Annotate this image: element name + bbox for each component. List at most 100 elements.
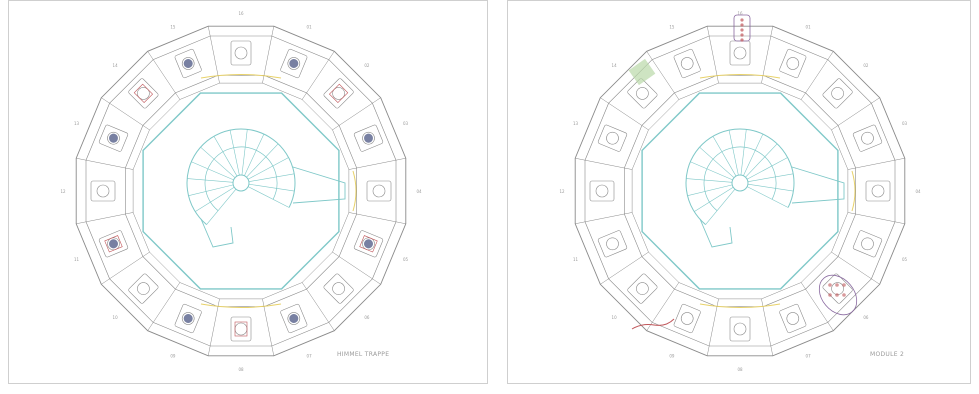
cell-frame [174, 303, 202, 334]
exhibit-cell [597, 230, 628, 258]
yellow-accent-top [699, 74, 781, 79]
cell-frame [353, 124, 384, 152]
cell-divider [207, 26, 220, 84]
floor-plan-panel-left: 01 02 03 04 05 06 07 08 09 10 11 12 13 14 15 16 HIMMEL … [8, 0, 488, 384]
cell-divider [575, 212, 633, 225]
cell-frame [323, 78, 354, 109]
stair-outer-arc [685, 128, 795, 225]
stair-tread [728, 130, 739, 176]
pattern-dot [740, 33, 744, 37]
ring-number: 15 [669, 25, 675, 30]
stair-tread [743, 133, 764, 176]
ring-number: 15 [170, 25, 176, 30]
plan-group: 01 02 03 04 05 06 07 08 09 10 11 12 13 14 15 16 [559, 11, 921, 372]
cell-frame [98, 230, 129, 258]
inner-octagon [142, 92, 340, 290]
patterned-object-bottom [818, 274, 858, 316]
exhibit-object-red [359, 235, 378, 253]
pattern-dot [740, 38, 744, 42]
cell-divider [646, 51, 680, 100]
cell-object [137, 282, 150, 295]
stair-tread [248, 173, 295, 182]
ring-number: 10 [612, 315, 618, 320]
stair-tread [241, 129, 248, 176]
cell-divider [262, 298, 275, 356]
cell-object [606, 237, 619, 251]
stair-tread [200, 146, 236, 178]
cell-frame [822, 273, 853, 304]
stair-tread [746, 157, 788, 180]
ring-number: 12 [559, 189, 565, 194]
cell-object [137, 87, 150, 100]
exhibit-object-dark [109, 239, 118, 249]
exhibit-object-red [328, 83, 349, 104]
outer-ring-edge [75, 25, 407, 357]
plan-label-right: MODULE 2 [870, 351, 905, 358]
cell-object [332, 87, 345, 100]
exhibit-cell [280, 48, 308, 79]
stair-outer-arc [186, 128, 296, 225]
exhibit-object-dark [364, 239, 373, 249]
cell-divider [800, 282, 834, 331]
exhibit-object-red [234, 321, 248, 337]
ring-number: 07 [307, 354, 313, 359]
stair-tread [747, 183, 794, 192]
cell-object [287, 57, 301, 70]
cell-divider [301, 282, 335, 331]
exhibit-cell [673, 303, 701, 334]
stair-tread [746, 186, 789, 208]
cell-divider [76, 212, 134, 225]
green-crate [628, 58, 656, 86]
cell-object [362, 131, 375, 145]
ring-number: 05 [403, 257, 409, 262]
cell-frame [865, 180, 891, 202]
exhibit-cell [597, 124, 628, 152]
exhibit-cell [779, 48, 807, 79]
cell-frame [627, 78, 658, 109]
stair-tread [712, 136, 737, 177]
cell-frame [673, 303, 701, 334]
cell-frame [174, 48, 202, 79]
cell-object [831, 282, 844, 295]
ring-number: 03 [902, 121, 908, 126]
exhibit-cell [323, 273, 354, 304]
floor-plan-drawing-left: 01 02 03 04 05 06 07 08 09 10 11 12 13 14 15 16 [60, 11, 422, 372]
cell-divider [348, 212, 406, 225]
ring-number: 02 [364, 63, 370, 68]
cell-frame [280, 48, 308, 79]
ring-number: 08 [238, 367, 244, 372]
exhibit-cell [174, 303, 202, 334]
cell-divider [706, 298, 719, 356]
cell-frame [779, 303, 807, 334]
cell-divider [831, 97, 880, 131]
cell-divider [76, 157, 134, 170]
cell-object [181, 312, 195, 325]
yellow-accent-right [851, 170, 856, 212]
cell-object [372, 184, 386, 198]
exhibit-object-dark [289, 314, 299, 323]
ring-number: 10 [113, 315, 119, 320]
exhibit-cell [852, 230, 883, 258]
ring-number: 01 [806, 25, 812, 30]
exhibit-cell [627, 78, 658, 109]
cell-frame [597, 230, 628, 258]
exhibit-cell [230, 40, 252, 66]
exhibit-cell [128, 273, 159, 304]
cell-divider [332, 251, 381, 285]
exhibit-cell [353, 124, 384, 152]
stair-tread [690, 161, 733, 181]
cell-object [595, 184, 609, 198]
pattern-dot [828, 293, 832, 297]
stair-tread [699, 146, 735, 178]
ring-number: 12 [60, 189, 66, 194]
cell-object [831, 87, 844, 100]
cell-object [861, 237, 874, 251]
ring-number: 06 [863, 315, 869, 320]
cell-frame [822, 78, 853, 109]
cell-object [234, 322, 248, 336]
stair-tread [248, 183, 295, 192]
stair-tread [745, 143, 778, 178]
cell-frame [852, 124, 883, 152]
stair-tread [247, 157, 289, 180]
yellow-accent-bottom [699, 303, 781, 308]
